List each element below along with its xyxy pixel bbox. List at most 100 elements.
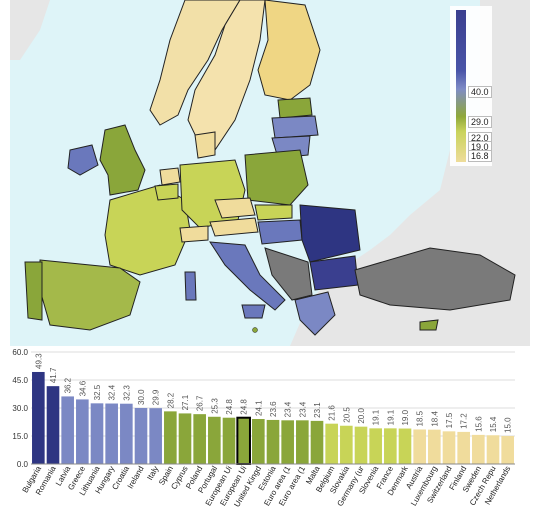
bar-value-label: 17.5 <box>445 412 454 428</box>
region-sardinia <box>184 271 197 301</box>
bar-value-label: 15.4 <box>489 416 498 432</box>
bar <box>340 425 353 464</box>
bar <box>164 411 177 464</box>
y-tick-label: 30.0 <box>12 404 28 413</box>
region-denmark <box>194 131 216 159</box>
bar <box>384 428 397 464</box>
region-cyprus <box>419 319 439 331</box>
bar <box>236 416 251 465</box>
bar <box>149 408 162 464</box>
bar-value-label: 20.5 <box>342 407 351 423</box>
bar-value-label: 19.0 <box>401 409 410 425</box>
region-latvia <box>271 115 319 139</box>
bar-value-label: 32.4 <box>108 384 117 400</box>
bar <box>105 403 118 464</box>
legend-tick-29: 29.0 <box>468 116 492 128</box>
bar <box>486 435 500 464</box>
bar <box>76 399 89 464</box>
y-tick-label: 0.0 <box>17 460 29 469</box>
bar-value-label: 24.8 <box>225 399 234 415</box>
bar-value-label: 15.0 <box>504 417 513 433</box>
region-netherlands <box>159 167 181 186</box>
bar <box>501 436 514 464</box>
bar-value-label: 23.6 <box>269 401 278 417</box>
bar <box>310 420 324 464</box>
region-ireland <box>67 144 99 176</box>
bar-value-label: 41.7 <box>49 367 58 383</box>
bar <box>413 429 426 464</box>
bar <box>296 420 309 464</box>
bar <box>208 416 221 464</box>
region-turkey <box>354 247 516 311</box>
bar-value-label: 26.7 <box>196 395 205 411</box>
bar-value-label: 17.2 <box>460 413 469 429</box>
bar-value-label: 23.4 <box>284 401 293 417</box>
bar <box>193 414 206 464</box>
region-belgium <box>154 183 179 201</box>
bar <box>120 403 133 464</box>
region-austria <box>209 217 259 237</box>
bar-value-label: 32.5 <box>93 384 102 400</box>
bar-value-label: 23.1 <box>313 402 322 418</box>
region-estonia <box>277 97 313 119</box>
bar <box>398 428 412 464</box>
bar <box>325 423 338 464</box>
bar-value-label: 21.6 <box>328 405 337 421</box>
bar <box>178 413 192 464</box>
bar <box>61 396 74 464</box>
bar <box>369 428 382 464</box>
bar <box>354 426 368 464</box>
bar-value-label: 19.1 <box>372 409 381 425</box>
region-switzerland <box>179 225 209 243</box>
y-tick-label: 60.0 <box>12 348 28 357</box>
bar-chart-panel: 0.0 15.0 30.0 45.0 60.0 49.3 Bulgaria 41.7 Roman… <box>0 346 538 517</box>
bar-value-label: 25.3 <box>210 398 219 414</box>
bar <box>266 419 280 464</box>
bar <box>428 429 441 464</box>
map-svg <box>10 0 516 346</box>
bar-value-label: 30.0 <box>137 389 146 405</box>
bar-value-label: 18.5 <box>416 410 425 426</box>
bar-value-label: 23.4 <box>298 401 307 417</box>
region-czech-republic <box>214 197 256 219</box>
bar-value-label: 15.6 <box>474 416 483 432</box>
bar <box>46 386 60 464</box>
bar <box>222 417 236 464</box>
bar <box>90 403 104 464</box>
region-malta <box>252 327 258 333</box>
bar <box>457 431 470 464</box>
bar-value-label: 19.1 <box>386 409 395 425</box>
y-tick-label: 45.0 <box>12 376 28 385</box>
bar <box>134 408 148 464</box>
bar-value-label: 20.0 <box>357 408 366 424</box>
region-greece <box>294 291 336 336</box>
bar-value-label: 24.1 <box>254 400 263 416</box>
region-italy <box>209 241 286 311</box>
map-legend: 40.0 29.0 22.0 19.0 16.8 <box>444 4 498 166</box>
region-sicily <box>241 304 266 319</box>
bar-value-label: 34.6 <box>78 380 87 396</box>
bar <box>252 419 265 464</box>
region-germany <box>179 159 246 229</box>
land-grey-north <box>10 0 50 60</box>
bar-value-label: 49.3 <box>34 353 43 369</box>
bar-value-label: 18.4 <box>430 411 439 427</box>
bar-chart-svg: 0.015.030.045.060.049.3Bulgaria41.7Roman… <box>12 348 515 509</box>
region-balkans-grey <box>264 247 313 301</box>
bar <box>472 434 485 464</box>
europe-map: 40.0 29.0 22.0 19.0 16.8 <box>10 0 530 346</box>
bar <box>281 420 294 464</box>
y-tick-label: 15.0 <box>12 432 28 441</box>
bar-value-label: 29.9 <box>152 389 161 405</box>
legend-tick-16-8: 16.8 <box>468 150 492 162</box>
bar-value-label: 32.3 <box>122 385 131 401</box>
region-slovakia <box>254 204 293 221</box>
region-poland <box>244 149 309 206</box>
bar <box>442 431 456 464</box>
region-romania <box>299 204 361 263</box>
region-portugal <box>24 261 43 321</box>
bar-value-label: 24.8 <box>240 399 249 415</box>
bar-value-label: 27.1 <box>181 394 190 410</box>
region-bulgaria <box>309 255 359 291</box>
legend-color-scale <box>456 10 466 162</box>
